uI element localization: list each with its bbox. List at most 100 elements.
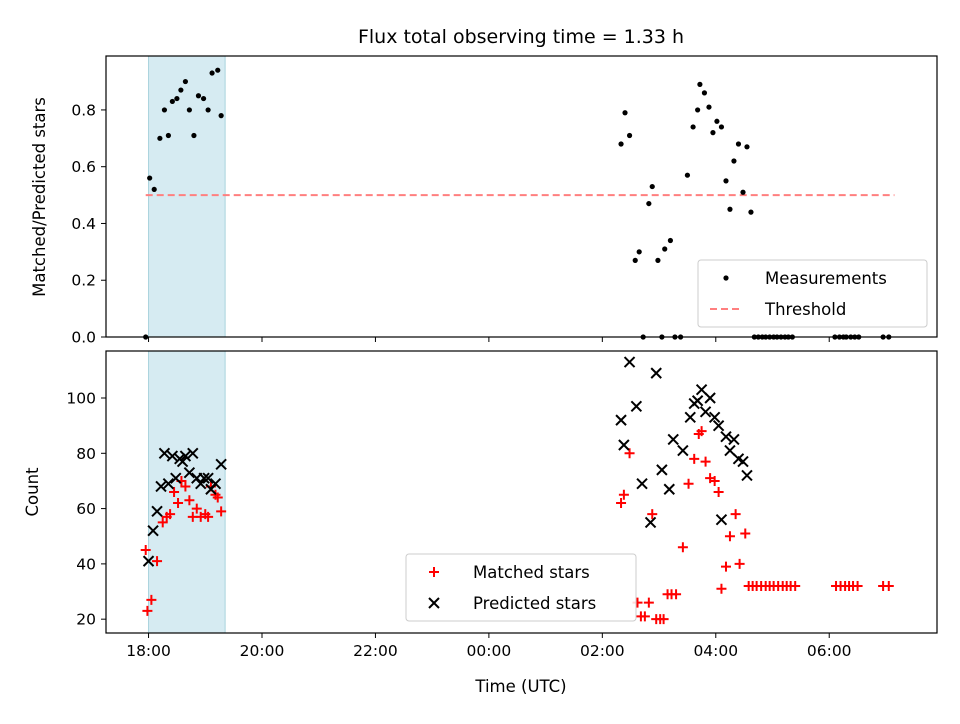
top-point-dot [723, 178, 729, 184]
bottom-point-plus [616, 498, 627, 509]
bottom-point-x [630, 400, 643, 413]
bottom-point-plus [643, 597, 654, 608]
bottom-point-plus [677, 542, 688, 553]
top-point-dot [151, 186, 157, 193]
top-legend-swatch [723, 275, 729, 281]
bottom-point-x [704, 392, 716, 404]
bottom-point-plus [883, 581, 894, 591]
top-point-dot [147, 175, 153, 181]
top-point-dot [161, 107, 168, 113]
top-point-dot [710, 130, 716, 136]
x-axis-label: Time (UTC) [474, 677, 566, 696]
top-point-dot [697, 81, 703, 87]
top-point-dot [649, 183, 655, 190]
x-tick-label: 20:00 [240, 642, 285, 660]
top-point-dot [165, 132, 171, 139]
bottom-y-tick-label: 20 [76, 611, 96, 629]
bottom-point-x [741, 469, 753, 482]
bottom-y-tick-label: 80 [76, 445, 96, 463]
bottom-point-plus [152, 556, 163, 567]
top-point-dot [636, 249, 642, 255]
bottom-point-plus [180, 481, 191, 492]
bottom-point-plus [734, 558, 745, 569]
bottom-point-plus [184, 495, 195, 506]
top-point-dot [690, 124, 696, 130]
top-point-dot [727, 206, 733, 212]
top-point-dot [632, 257, 638, 263]
bottom-point-plus [790, 581, 801, 591]
bottom-point-plus [618, 489, 629, 500]
top-point-dot [744, 144, 750, 150]
bottom-point-plus [140, 545, 151, 556]
bottom-point-x [650, 367, 662, 379]
bottom-point-x [677, 444, 689, 457]
bottom-point-x [699, 406, 712, 418]
top-point-dot [205, 107, 211, 113]
bottom-point-x [656, 464, 668, 476]
bottom-point-x [166, 450, 179, 462]
bottom-point-plus [720, 561, 731, 572]
top-point-dot [626, 132, 633, 139]
bottom-point-plus [700, 456, 711, 467]
bottom-point-x [202, 472, 214, 484]
bottom-point-plus [142, 605, 153, 616]
bottom-point-plus [639, 611, 650, 622]
bottom-legend: Matched stars Predicted stars [405, 553, 637, 622]
top-panel: 0.0 0.2 0.4 0.6 0.8 Measurements Threshold [71, 55, 938, 347]
bottom-point-x [667, 433, 679, 446]
top-point-dot [209, 70, 215, 76]
bottom-point-x [183, 466, 196, 479]
bottom-point-x [198, 472, 210, 484]
top-point-dot [174, 95, 180, 102]
bottom-point-x [209, 477, 222, 490]
bottom-point-x [147, 524, 159, 537]
bottom-point-plus [624, 448, 635, 459]
bottom-point-plus [689, 453, 700, 464]
bottom-point-x [176, 455, 189, 468]
top-point-dot [706, 104, 712, 110]
bottom-point-plus [191, 503, 202, 514]
top-point-dot [748, 209, 754, 215]
top-point-dot [191, 132, 197, 139]
bottom-point-plus [852, 581, 863, 591]
top-point-dot [740, 189, 746, 195]
top-y-tick-label: 0.6 [71, 158, 96, 176]
bottom-point-x [170, 472, 182, 484]
top-highlight-span [148, 56, 226, 337]
bottom-point-plus [216, 506, 227, 517]
bottom-series-2 [142, 356, 753, 567]
bottom-point-x [724, 444, 736, 457]
bottom-point-plus [658, 614, 669, 625]
top-point-dot [618, 141, 624, 147]
bottom-point-plus [212, 492, 223, 503]
bottom-point-x [708, 411, 721, 424]
top-point-dot [667, 237, 673, 244]
bottom-legend-swatch [429, 567, 439, 577]
bottom-point-plus [157, 517, 168, 528]
top-point-dot [646, 200, 652, 207]
bottom-panel: 18:00 20:00 22:00 00:00 02:00 04:00 06:00 20 40 6… [66, 350, 938, 660]
top-point-dot [157, 135, 163, 141]
bottom-point-plus [169, 487, 180, 497]
x-tick-label: 00:00 [467, 642, 512, 660]
bottom-point-x [715, 513, 728, 526]
bottom-point-plus [173, 498, 184, 509]
bottom-point-x [142, 555, 155, 567]
bottom-point-x [618, 439, 630, 451]
bottom-point-plus [683, 478, 694, 489]
bottom-point-x [644, 516, 657, 529]
bottom-point-plus [713, 487, 724, 497]
top-point-dot [169, 98, 175, 105]
top-y-axis-label: Matched/Predicted stars [30, 97, 49, 297]
top-point-dot [684, 172, 691, 178]
bottom-point-x [695, 383, 708, 396]
bottom-point-x [691, 395, 704, 407]
bottom-point-x [151, 505, 163, 518]
bottom-point-x [155, 480, 167, 493]
bottom-point-plus [146, 594, 157, 605]
bottom-point-x [158, 447, 171, 460]
top-point-dot [701, 90, 708, 96]
top-y-tick-label: 0.8 [71, 101, 96, 119]
top-point-dot [622, 110, 628, 116]
